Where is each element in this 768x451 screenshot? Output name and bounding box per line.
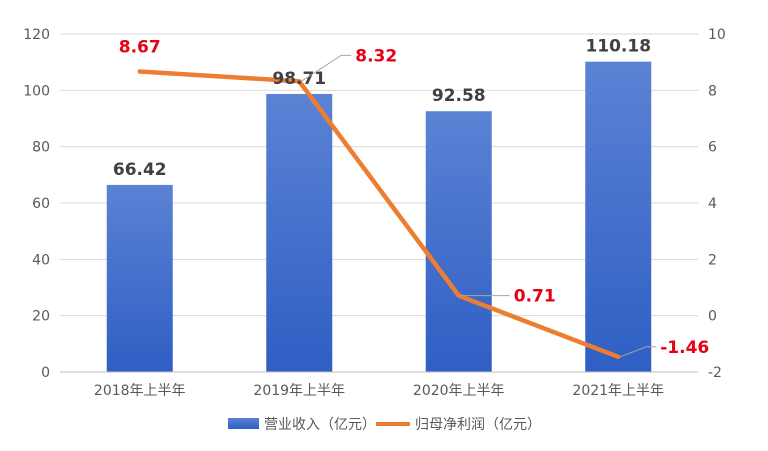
label-leader-line — [620, 346, 657, 358]
x-tick-label: 2020年上半年 — [413, 383, 505, 399]
right-tick-label: 4 — [708, 196, 717, 212]
legend-bar-swatch — [228, 418, 259, 429]
x-axis: 2018年上半年 2019年上半年 2020年上半年 2021年上半年 — [60, 371, 698, 399]
legend: 营业收入（亿元） 归母净利润（亿元） — [228, 416, 541, 433]
line-data-label: 8.32 — [355, 46, 397, 66]
legend-line-label: 归母净利润（亿元） — [415, 416, 541, 433]
left-tick-label: 80 — [32, 140, 50, 156]
label-leader-line — [300, 54, 352, 82]
left-tick-label: 40 — [32, 252, 50, 268]
right-tick-label: 0 — [708, 309, 717, 325]
bar-series — [106, 61, 652, 373]
right-axis: -2 0 2 4 6 8 10 — [708, 27, 726, 381]
left-tick-label: 100 — [23, 83, 50, 99]
left-tick-label: 20 — [32, 309, 50, 325]
bar — [266, 93, 333, 373]
bar-data-label: 92.58 — [432, 86, 486, 106]
line-series — [137, 69, 621, 360]
bar — [585, 61, 652, 372]
right-tick-label: 2 — [708, 252, 717, 268]
line-path — [137, 69, 621, 360]
line-point — [456, 293, 461, 298]
x-tick-label: 2018年上半年 — [94, 383, 186, 399]
x-tick-label: 2019年上半年 — [253, 383, 345, 399]
line-point — [297, 79, 302, 84]
left-tick-label: 0 — [41, 365, 50, 381]
bar — [106, 184, 173, 372]
left-tick-label: 60 — [32, 196, 50, 212]
right-tick-label: -2 — [708, 365, 722, 381]
bar — [425, 111, 492, 372]
right-tick-label: 10 — [708, 27, 726, 43]
line-data-labels: 8.67 8.32 0.71 -1.46 — [119, 37, 709, 357]
line-data-label: -1.46 — [660, 338, 709, 358]
right-tick-label: 6 — [708, 140, 717, 156]
bar-data-labels: 66.42 98.71 92.58 110.18 — [113, 37, 651, 180]
line-data-label: 0.71 — [514, 287, 556, 307]
x-tick-label: 2021年上半年 — [572, 383, 664, 399]
bar-data-label: 110.18 — [585, 37, 651, 57]
line-point — [137, 69, 142, 74]
line-data-label: 8.67 — [119, 37, 161, 57]
bar-data-label: 98.71 — [272, 69, 326, 89]
legend-bar-label: 营业收入（亿元） — [264, 417, 376, 433]
line-point — [616, 354, 621, 359]
left-axis: 0 20 40 60 80 100 120 — [23, 27, 50, 381]
bar-data-label: 66.42 — [113, 160, 167, 180]
left-tick-label: 120 — [23, 27, 50, 43]
right-tick-label: 8 — [708, 83, 717, 99]
